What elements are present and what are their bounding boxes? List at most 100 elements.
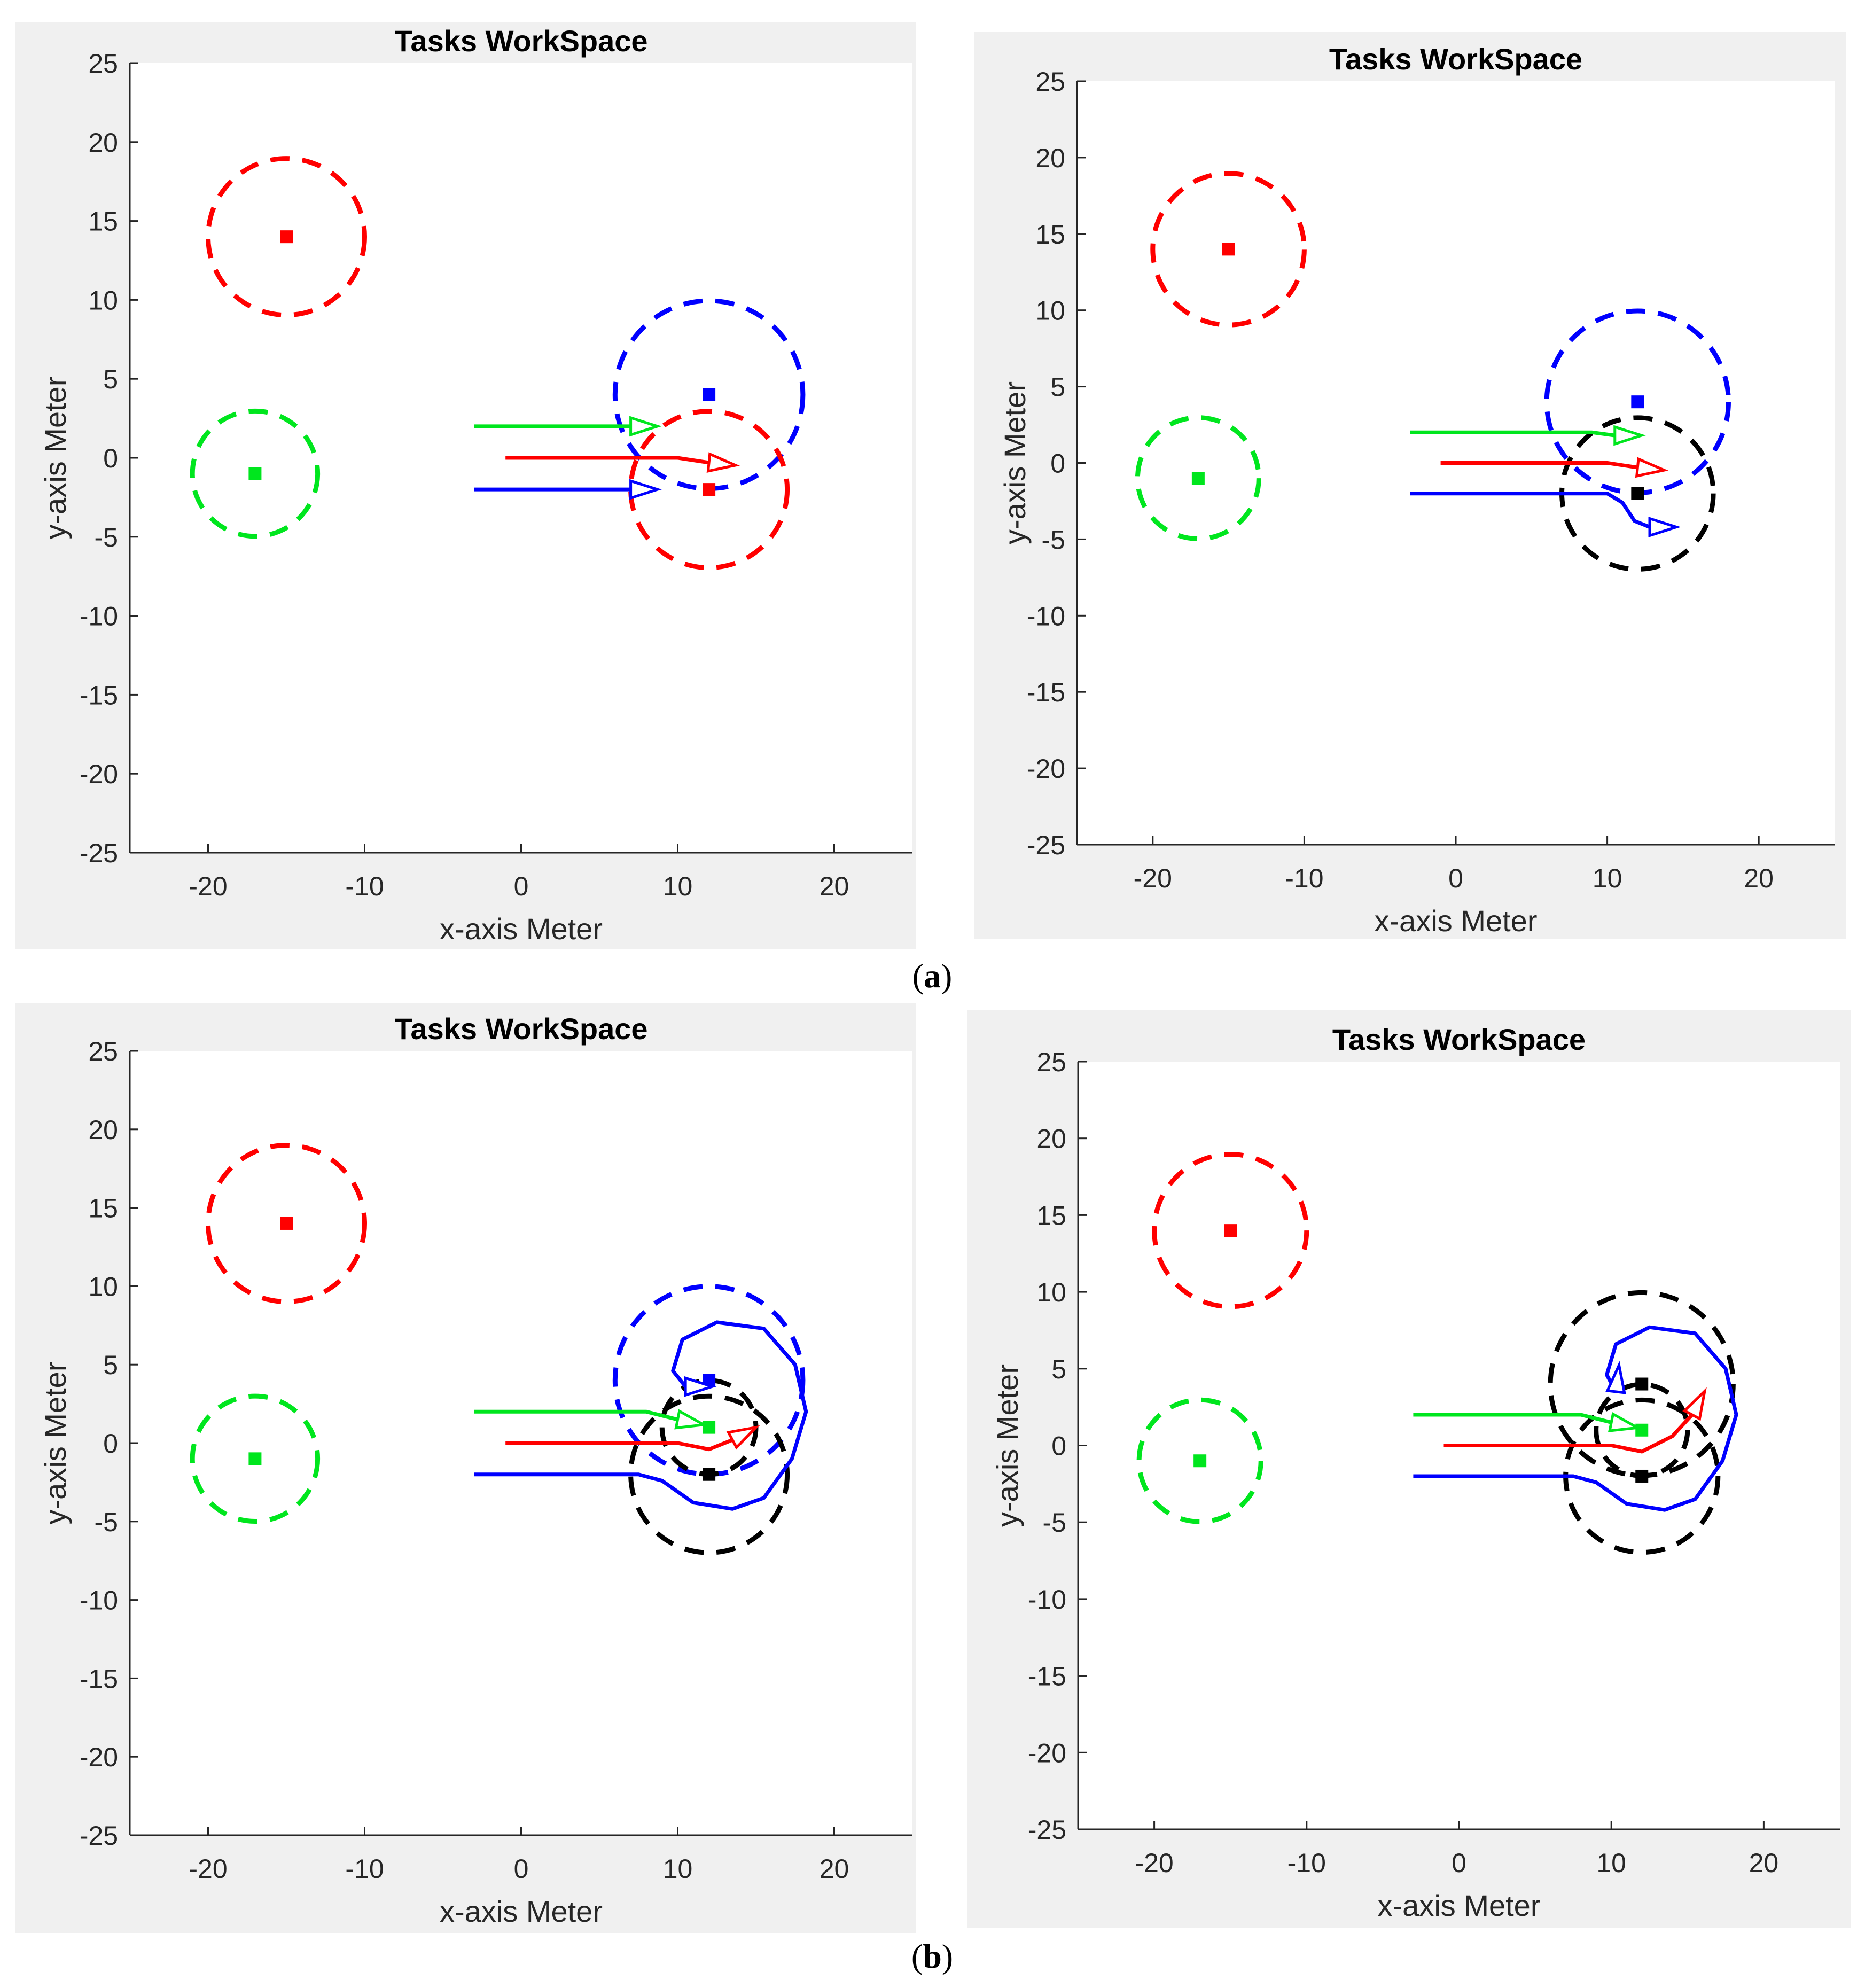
y-tick-label: 0	[1051, 1431, 1066, 1461]
task-green-marker	[248, 467, 262, 480]
task-red-upper-circle	[1152, 1152, 1309, 1309]
y-tick-label: 5	[1051, 1354, 1066, 1384]
x-tick-label: -20	[189, 871, 227, 901]
y-tick-label: 15	[1036, 1200, 1066, 1230]
path-green-arrow	[1608, 1412, 1642, 1432]
caption-b-open: (	[911, 1937, 923, 1975]
y-tick-label: 0	[103, 443, 118, 473]
task-black-middle-marker	[703, 1421, 716, 1434]
y-tick-label: 25	[88, 49, 118, 79]
chart-b-left: Tasks WorkSpace -20 -10 0 10 20 25 20 15 10 5 0 -5 -1…	[38, 1012, 912, 1928]
path-green-arrow	[1613, 425, 1646, 446]
y-tick-label: -5	[95, 523, 118, 552]
y-tick-label: 25	[88, 1036, 118, 1066]
caption-a-letter: a	[924, 957, 941, 995]
x-tick-label: 10	[1593, 863, 1622, 893]
x-tick-label: 0	[514, 1854, 529, 1884]
y-tick-label: -20	[80, 759, 118, 789]
y-axis-label: y-axis Meter	[990, 1364, 1024, 1527]
task-blue-marker	[703, 388, 716, 401]
y-tick-label: 0	[1050, 449, 1065, 479]
y-tick-label: -25	[80, 838, 118, 868]
task-green-circle	[190, 1393, 321, 1524]
task-black-lower-marker	[703, 1468, 716, 1481]
chart-title: Tasks WorkSpace	[1332, 1023, 1586, 1056]
y-axis-label: y-axis Meter	[998, 381, 1032, 544]
x-tick-label: 20	[820, 1854, 849, 1884]
x-axis-label: x-axis Meter	[440, 912, 603, 946]
y-tick-label: -10	[80, 1586, 118, 1616]
path-red-line	[505, 456, 709, 465]
y-tick-label: -15	[1028, 1662, 1066, 1691]
task-blue-circle	[612, 1284, 806, 1477]
task-red-lower-marker	[703, 483, 716, 496]
task-red-upper-marker	[1222, 243, 1235, 256]
plot-content	[1136, 1152, 1738, 1555]
path-red-line	[1440, 461, 1638, 470]
caption-b-close: )	[941, 1937, 954, 1975]
x-tick-label: 20	[1744, 863, 1774, 893]
task-red-upper-circle	[1150, 171, 1307, 328]
chart-title: Tasks WorkSpace	[394, 1012, 647, 1046]
x-tick-label: 0	[514, 871, 529, 901]
path-blue-arrow	[629, 479, 662, 500]
x-tick-label: 0	[1452, 1848, 1466, 1878]
figure-a-left: Tasks WorkSpace -20 -10 0 10 20 25 20 15 10 5 0 -5 -1…	[15, 22, 916, 949]
task-green-circle	[1135, 415, 1261, 542]
path-green-line	[474, 1409, 678, 1422]
x-tick-label: -10	[1285, 863, 1323, 893]
y-axis-label: y-axis Meter	[38, 1362, 72, 1525]
path-red-arrow	[706, 452, 740, 473]
x-tick-label: -20	[1135, 1848, 1173, 1878]
caption-b: (b)	[879, 1937, 986, 1976]
x-tick-label: -10	[345, 871, 384, 901]
task-green-marker	[1193, 1454, 1207, 1468]
task-blue-marker	[1631, 395, 1644, 409]
x-tick-label: 20	[820, 871, 849, 901]
task-black-upper-marker	[1635, 1377, 1649, 1391]
task-red-upper-marker	[1224, 1224, 1237, 1237]
caption-a-close: )	[941, 957, 953, 995]
y-tick-label: 20	[88, 128, 118, 158]
y-tick-label: 10	[1036, 1277, 1066, 1307]
plot-content	[1135, 171, 1731, 572]
x-tick-label: -20	[189, 1854, 227, 1884]
y-tick-label: 15	[88, 207, 118, 237]
y-tick-label: 15	[1035, 220, 1065, 250]
task-red-upper-circle	[206, 156, 367, 318]
y-tick-label: -20	[1028, 1738, 1066, 1768]
y-tick-label: 15	[88, 1194, 118, 1223]
task-black-lower-marker	[1631, 487, 1644, 500]
task-green-marker	[1191, 472, 1205, 485]
x-tick-label: 0	[1448, 863, 1463, 893]
y-axis-label: y-axis Meter	[38, 377, 72, 540]
caption-a-open: (	[912, 957, 924, 995]
chart-b-right: Tasks WorkSpace -20 -10 0 10 20 25 20 15 10 5 0 -5 -1…	[990, 1023, 1840, 1922]
y-tick-label: -15	[1027, 677, 1065, 707]
x-tick-label: -10	[345, 1854, 384, 1884]
path-red-arrow	[1635, 457, 1669, 478]
task-green-circle	[1136, 1397, 1263, 1524]
x-tick-label: -10	[1287, 1848, 1326, 1878]
y-tick-label: 5	[103, 364, 118, 394]
path-blue-arrow	[1605, 1361, 1626, 1394]
x-axis-label: x-axis Meter	[440, 1895, 603, 1928]
y-tick-label: -5	[1042, 525, 1065, 555]
y-tick-label: -20	[1027, 754, 1065, 784]
path-red-line	[505, 1438, 733, 1452]
y-tick-label: -10	[1028, 1585, 1066, 1615]
path-green-arrow	[674, 1409, 708, 1430]
y-tick-label: 20	[1035, 143, 1065, 173]
y-tick-label: -15	[80, 680, 118, 710]
task-green-circle	[190, 408, 321, 539]
x-tick-label: 20	[1749, 1848, 1779, 1878]
y-tick-label: -5	[95, 1507, 118, 1537]
x-axis-label: x-axis Meter	[1375, 904, 1538, 938]
task-black-lower-marker	[1635, 1469, 1649, 1483]
y-tick-label: 25	[1036, 1047, 1066, 1077]
y-tick-label: 25	[1035, 67, 1065, 97]
path-blue-line	[474, 1320, 808, 1511]
y-tick-label: 5	[1050, 372, 1065, 402]
plot-content	[190, 1142, 808, 1555]
y-tick-label: 10	[88, 285, 118, 315]
